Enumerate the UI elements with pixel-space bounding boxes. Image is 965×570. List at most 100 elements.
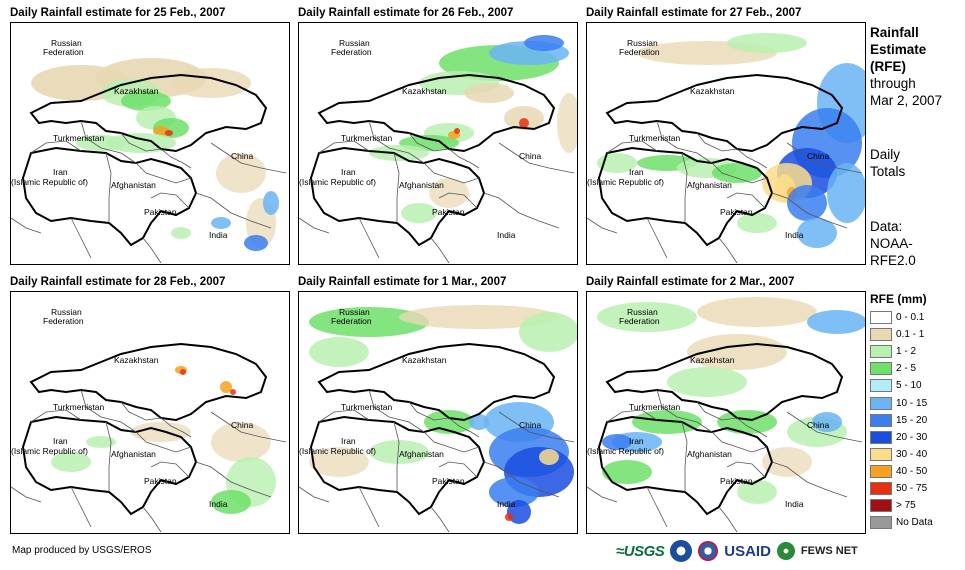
country-label-iran: Iran — [53, 436, 68, 446]
country-label-russia: Federation — [331, 47, 372, 57]
rainfall-area — [507, 500, 531, 524]
country-label-iran: Iran — [341, 436, 356, 446]
country-label-russia: Russian — [627, 307, 658, 317]
country-label-afghanistan: Afghanistan — [687, 449, 732, 459]
rainfall-area — [524, 35, 564, 51]
panel-title-1: Daily Rainfall estimate for 25 Feb., 200… — [10, 7, 226, 19]
country-border — [726, 192, 766, 209]
rainfall-area — [519, 118, 529, 128]
country-border — [711, 162, 768, 184]
region-border — [21, 415, 198, 516]
country-label-russia: Federation — [331, 316, 372, 326]
rainfall-map-1: Russian Federation Kazakhstan Turkmenistan I… — [10, 22, 290, 265]
country-label-india: India — [497, 230, 516, 240]
country-border — [498, 142, 575, 174]
country-border — [656, 120, 713, 164]
country-label-turkmenistan: Turkmenistan — [341, 133, 392, 143]
legend-swatch — [870, 464, 892, 478]
rainfall-area — [712, 163, 762, 183]
country-border — [358, 486, 380, 528]
country-label-china: China — [807, 420, 829, 430]
country-label-afghanistan: Afghanistan — [399, 180, 444, 190]
legend-label: 1 - 2 — [896, 346, 917, 358]
rainfall-area — [309, 337, 369, 367]
legend-label: 10 - 15 — [896, 397, 928, 409]
country-border — [696, 132, 738, 152]
daily-label: Daily — [870, 147, 901, 162]
rainfall-area — [557, 93, 577, 153]
country-border — [696, 401, 738, 421]
legend-item: 0.1 - 1 — [870, 326, 924, 343]
through-label: through — [870, 76, 916, 91]
legend-item: 40 - 50 — [870, 463, 927, 480]
country-border — [606, 409, 658, 423]
country-border — [726, 461, 766, 478]
country-border — [606, 140, 658, 154]
country-label-india: India — [209, 499, 228, 509]
legend-swatch — [870, 311, 892, 324]
legend-item: 1 - 2 — [870, 343, 916, 360]
legend-item: 0 - 0.1 — [870, 309, 924, 326]
rainfall-area — [211, 490, 251, 514]
country-border — [11, 486, 42, 503]
country-border — [786, 411, 863, 443]
country-label-russia: Federation — [619, 316, 660, 326]
country-border — [160, 417, 192, 438]
country-border — [711, 431, 768, 453]
country-label-iran: (Islamic Republic of) — [11, 446, 88, 456]
rainfall-area — [171, 227, 191, 239]
country-label-iran: (Islamic Republic of) — [11, 177, 88, 187]
country-label-turkmenistan: Turkmenistan — [629, 402, 680, 412]
country-border — [318, 409, 370, 423]
country-label-iran: (Islamic Republic of) — [587, 446, 664, 456]
region-border — [309, 146, 486, 247]
region-border — [597, 415, 774, 516]
country-border — [70, 486, 92, 528]
nasa-seal-icon — [698, 541, 719, 561]
country-border — [135, 431, 192, 453]
country-border — [70, 217, 92, 259]
country-label-turkmenistan: Turkmenistan — [53, 133, 104, 143]
legend-item: 10 - 15 — [870, 395, 927, 412]
rainfall-area — [762, 447, 812, 477]
country-border — [195, 192, 272, 229]
country-border — [80, 120, 137, 164]
legend-swatch — [870, 516, 892, 530]
region-border — [597, 146, 774, 247]
rainfall-area — [797, 218, 837, 248]
country-label-afghanistan: Afghanistan — [111, 449, 156, 459]
legend-item: 50 - 75 — [870, 480, 927, 497]
rainfall-area — [519, 312, 577, 352]
country-label-kazakhstan: Kazakhstan — [690, 86, 735, 96]
kazakhstan-border — [29, 342, 268, 422]
rfe-description: Rainfall Estimate (RFE) through Mar 2, 2… — [870, 24, 942, 109]
country-border — [718, 506, 738, 533]
country-label-china: China — [231, 151, 253, 161]
rfe-title-line2: Estimate — [870, 42, 927, 57]
rainfall-area — [153, 126, 169, 136]
rainfall-area — [369, 440, 429, 464]
country-border — [736, 148, 768, 169]
rainfall-area — [464, 83, 514, 103]
country-border — [681, 421, 688, 492]
country-label-pakistan: Pakistan — [144, 207, 177, 217]
country-border — [393, 152, 400, 223]
country-border — [587, 486, 618, 503]
country-label-pakistan: Pakistan — [432, 207, 465, 217]
rainfall-area — [667, 367, 747, 397]
panel-title-6: Daily Rainfall estimate for 2 Mar., 2007 — [586, 276, 795, 288]
legend-label: > 75 — [896, 500, 916, 512]
country-label-iran: Iran — [53, 167, 68, 177]
country-border — [299, 486, 330, 503]
rainfall-area — [787, 185, 827, 221]
legend-item: 2 - 5 — [870, 360, 916, 377]
country-label-china: China — [807, 151, 829, 161]
legend-item: 15 - 20 — [870, 412, 927, 429]
rainfall-area — [454, 128, 460, 134]
legend-swatch — [870, 482, 892, 495]
country-border — [438, 461, 478, 478]
source-line1: NOAA- — [870, 236, 913, 251]
legend-label: No Data — [896, 517, 933, 529]
